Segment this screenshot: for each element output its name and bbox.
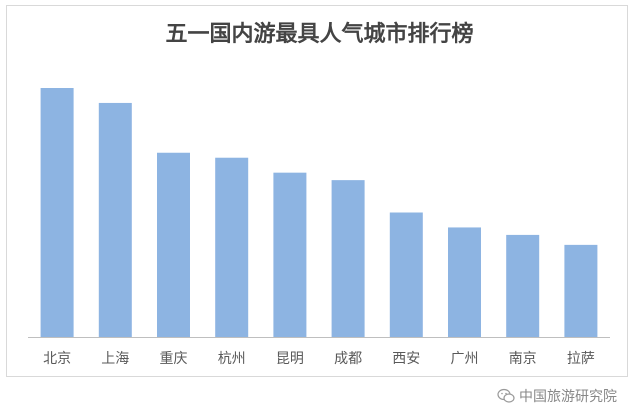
bar-4	[273, 172, 307, 337]
bar-7	[448, 227, 481, 337]
bar-8	[506, 234, 540, 337]
watermark-text: 中国旅游研究院	[519, 389, 617, 405]
x-tick-label-0: 北京	[43, 351, 71, 367]
bar-2	[157, 152, 190, 337]
bar-9	[564, 244, 598, 337]
x-tick-label-7: 广州	[451, 351, 479, 367]
x-tick-label-2: 重庆	[160, 351, 188, 367]
bar-1	[98, 102, 132, 337]
watermark: 中国旅游研究院	[497, 386, 617, 406]
chart-title: 五一国内游最具人气城市排行榜	[165, 21, 474, 47]
bar-3	[215, 157, 249, 337]
x-tick-label-1: 上海	[101, 351, 129, 367]
x-tick-label-5: 成都	[334, 351, 362, 367]
x-tick-label-9: 拉萨	[567, 351, 595, 367]
x-tick-label-6: 西安	[392, 351, 420, 367]
bar-0	[40, 88, 74, 337]
x-tick-label-3: 杭州	[218, 351, 246, 367]
x-tick-label-8: 南京	[509, 351, 537, 367]
bar-6	[389, 212, 423, 337]
wechat-icon	[497, 388, 515, 403]
bar-5	[331, 180, 365, 337]
x-tick-label-4: 昆明	[276, 351, 304, 367]
